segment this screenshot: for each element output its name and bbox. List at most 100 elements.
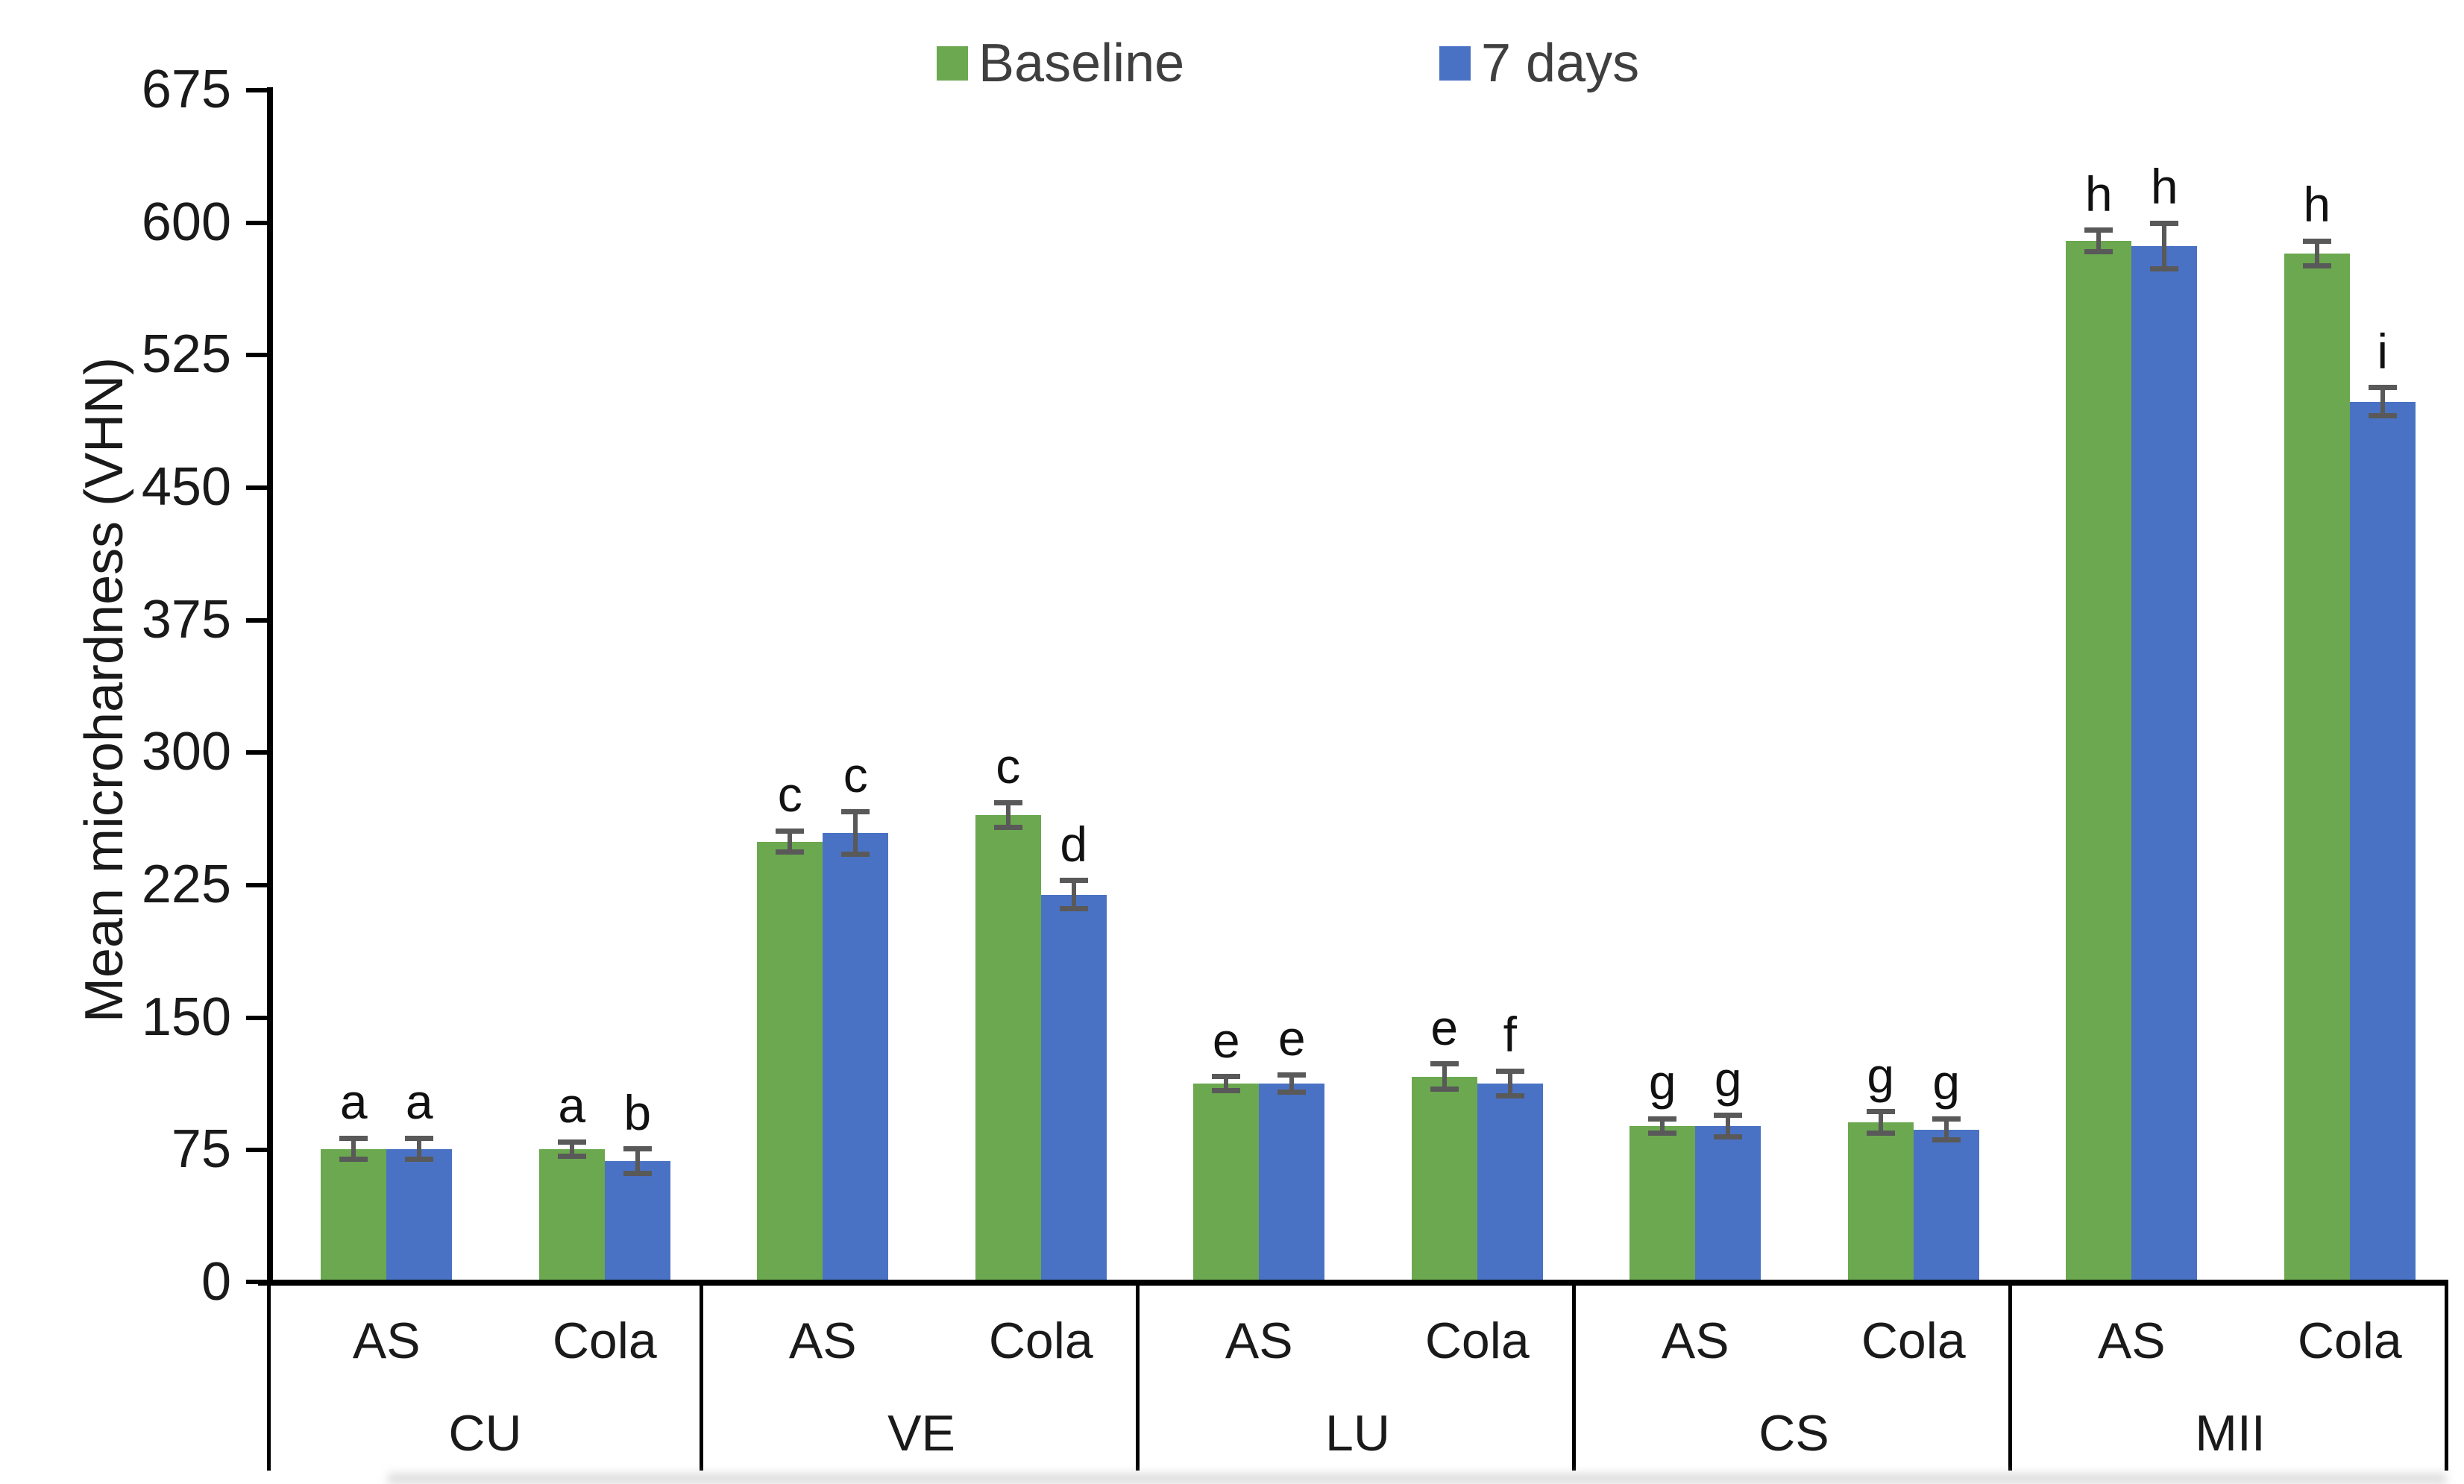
significance-letter: e [1430, 999, 1459, 1055]
bar-cs-cola-7days [1913, 1129, 1979, 1280]
significance-letter: e [1212, 1012, 1240, 1068]
error-bar-whisker [1943, 1119, 1949, 1140]
significance-letter: e [1277, 1010, 1306, 1066]
error-bar-whisker [1224, 1076, 1229, 1091]
error-bar-cap-bottom [1714, 1134, 1743, 1139]
error-bar-cap-bottom [993, 825, 1022, 831]
error-bar-cap-top [2302, 238, 2331, 244]
error-bar-cap-top [1059, 878, 1088, 884]
error-bar-whisker [351, 1138, 356, 1160]
error-bar-cap-bottom [1866, 1130, 1895, 1136]
error-bar-cap-top [339, 1135, 368, 1141]
significance-letter: b [623, 1084, 652, 1140]
bar-mii-as-7days [2131, 246, 2198, 1280]
bar-ve-as-7days [823, 832, 889, 1280]
bar-mii-as-baseline [2066, 241, 2132, 1280]
y-tick-label: 300 [141, 722, 231, 782]
legend-label: 7 days [1481, 34, 1640, 93]
error-bar-cap-bottom [841, 851, 870, 857]
y-axis-tick [246, 1280, 267, 1284]
error-bar-cap-bottom [557, 1153, 586, 1159]
x-sub-label: Cola [1861, 1312, 1966, 1369]
significance-letter: f [1503, 1007, 1517, 1063]
bar-cs-as-7days [1695, 1125, 1761, 1280]
error-bar-whisker [2096, 230, 2102, 252]
significance-letter: a [558, 1078, 586, 1134]
error-bar-whisker [2162, 223, 2167, 269]
error-bar-whisker [1507, 1071, 1512, 1096]
y-tick-label: 600 [141, 192, 231, 252]
error-bar-whisker [1726, 1115, 1731, 1137]
error-bar-cap-top [1648, 1116, 1677, 1122]
group-divider-line [1136, 1286, 1140, 1471]
x-sub-label: AS [1225, 1312, 1293, 1369]
error-bar-whisker [1005, 802, 1011, 828]
significance-letter: a [405, 1074, 433, 1130]
significance-letter: h [2150, 159, 2178, 215]
significance-letter: a [339, 1074, 368, 1130]
error-bar-cap-top [1212, 1074, 1241, 1080]
bar-cu-as-baseline [321, 1148, 387, 1280]
error-bar-cap-top [2150, 220, 2179, 226]
bar-lu-as-7days [1259, 1084, 1325, 1280]
y-axis-tick [246, 750, 267, 755]
y-tick-label: 675 [141, 60, 231, 119]
error-bar-cap-bottom [1932, 1137, 1961, 1143]
y-tick-label: 225 [141, 855, 231, 914]
error-bar-cap-bottom [776, 849, 805, 855]
error-bar-cap-bottom [2150, 266, 2179, 272]
error-bar-cap-bottom [405, 1157, 434, 1163]
y-axis-tick [246, 88, 267, 92]
error-bar-whisker [853, 811, 858, 855]
bar-cu-cola-7days [604, 1161, 670, 1280]
x-sub-label: Cola [1424, 1312, 1530, 1369]
x-group-label: LU [1325, 1405, 1390, 1462]
error-bar-cap-bottom [2084, 248, 2113, 254]
y-axis-line [267, 87, 273, 1286]
significance-letter: g [1932, 1054, 1961, 1110]
significance-letter: c [996, 738, 1021, 794]
error-bar-cap-bottom [1495, 1093, 1524, 1099]
bar-mii-cola-baseline [2284, 253, 2350, 1280]
error-bar-whisker [1660, 1119, 1665, 1134]
error-bar-cap-bottom [623, 1171, 652, 1177]
group-divider-line [1572, 1286, 1576, 1471]
error-bar-cap-bottom [1059, 906, 1088, 912]
error-bar-cap-top [2368, 385, 2397, 391]
error-bar-whisker [788, 831, 793, 852]
x-group-label: MII [2195, 1405, 2266, 1462]
y-tick-label: 75 [171, 1119, 231, 1180]
bar-ve-cola-baseline [975, 814, 1041, 1280]
significance-letter: g [1648, 1054, 1676, 1110]
bar-cs-as-baseline [1629, 1125, 1696, 1280]
x-group-label: CU [448, 1405, 522, 1462]
y-axis-tick [246, 353, 267, 358]
error-bar-cap-top [2084, 227, 2113, 233]
error-bar-whisker [1442, 1063, 1447, 1090]
error-bar-cap-bottom [1430, 1086, 1459, 1092]
error-bar-cap-top [1277, 1072, 1307, 1078]
y-axis-tick [246, 485, 267, 490]
error-bar-cap-bottom [2368, 413, 2397, 419]
x-sub-label: Cola [2297, 1312, 2402, 1369]
bar-cs-cola-baseline [1847, 1122, 1914, 1280]
error-bar-cap-bottom [1648, 1130, 1677, 1136]
error-bar-cap-top [1714, 1113, 1743, 1119]
x-sub-label: AS [2097, 1312, 2166, 1369]
error-bar-cap-top [776, 828, 805, 834]
group-divider-line [267, 1286, 271, 1471]
significance-letter: h [2084, 166, 2113, 221]
error-bar-whisker [2314, 241, 2319, 266]
error-bar-cap-top [993, 799, 1022, 805]
x-sub-label: AS [1661, 1312, 1729, 1369]
bar-lu-cola-7days [1477, 1084, 1543, 1280]
legend: Baseline 7 days [0, 34, 2464, 93]
significance-letter: d [1060, 816, 1088, 872]
error-bar-whisker [1878, 1111, 1883, 1134]
error-bar-cap-bottom [1212, 1088, 1241, 1094]
bar-ve-cola-7days [1040, 894, 1107, 1280]
significance-letter: i [2377, 323, 2389, 379]
legend-item-7-days: 7 days [1439, 34, 1639, 93]
error-bar-cap-top [1866, 1109, 1895, 1115]
x-axis-baseline [258, 1280, 2448, 1286]
